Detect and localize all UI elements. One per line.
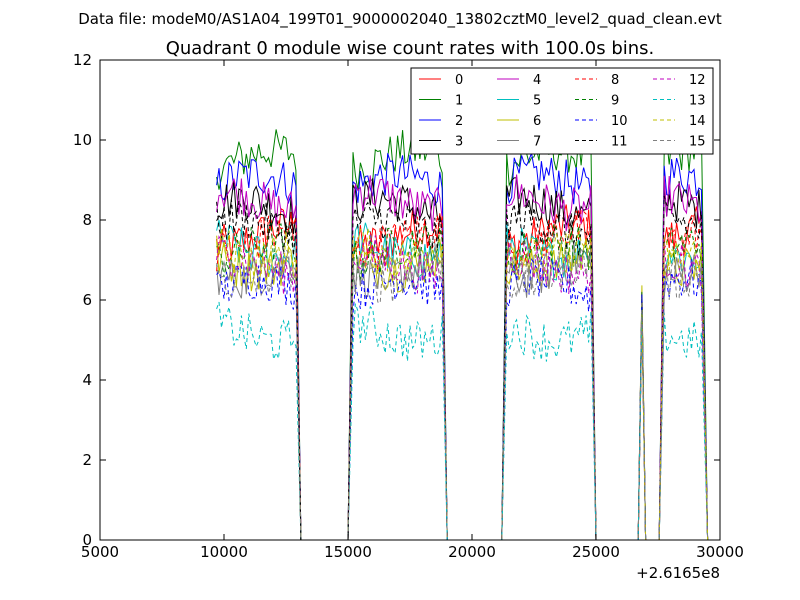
- series-line-6: [216, 238, 709, 541]
- legend-label: 5: [533, 94, 541, 109]
- series-line-10: [216, 256, 709, 541]
- series-line-11: [216, 196, 709, 541]
- figure-suptitle: Data file: modeM0/AS1A04_199T01_90000020…: [78, 10, 722, 29]
- chart-title: Quadrant 0 module wise count rates with …: [166, 38, 655, 59]
- series-line-4: [216, 174, 709, 541]
- series-line-14: [216, 227, 709, 541]
- x-tick-label: 10000: [200, 543, 248, 561]
- legend-label: 1: [455, 94, 463, 109]
- legend-label: 0: [455, 73, 463, 88]
- legend-label: 7: [533, 135, 541, 150]
- series-line-13: [216, 301, 709, 541]
- series-layer: [216, 129, 709, 541]
- legend-label: 2: [455, 114, 463, 129]
- legend-label: 8: [611, 73, 619, 88]
- x-tick-label: 15000: [324, 543, 372, 561]
- y-tick-label: 2: [82, 451, 92, 469]
- series-line-15: [216, 245, 709, 541]
- x-tick-label: 30000: [696, 543, 744, 561]
- legend-label: 9: [611, 94, 619, 109]
- y-tick-label: 12: [73, 51, 92, 69]
- x-offset-label: +2.6165e8: [636, 564, 720, 582]
- y-tick-label: 0: [82, 531, 92, 549]
- series-line-0: [216, 204, 709, 541]
- series-line-8: [216, 209, 709, 541]
- series-line-7: [216, 239, 709, 541]
- legend-label: 11: [611, 135, 628, 150]
- y-tick-label: 8: [82, 211, 92, 229]
- y-tick-label: 10: [73, 131, 92, 149]
- legend-label: 15: [689, 135, 706, 150]
- y-tick-label: 6: [82, 291, 92, 309]
- legend-box: [410, 67, 714, 155]
- legend-label: 3: [455, 135, 463, 150]
- legend-label: 13: [689, 94, 706, 109]
- legend-label: 12: [689, 73, 706, 88]
- x-tick-label: 5000: [81, 543, 119, 561]
- y-tick-label: 4: [82, 371, 92, 389]
- legend-label: 4: [533, 73, 541, 88]
- x-tick-label: 20000: [448, 543, 496, 561]
- legend-label: 6: [533, 114, 541, 129]
- x-tick-label: 25000: [572, 543, 620, 561]
- legend-label: 10: [611, 114, 628, 129]
- legend-label: 14: [689, 114, 706, 129]
